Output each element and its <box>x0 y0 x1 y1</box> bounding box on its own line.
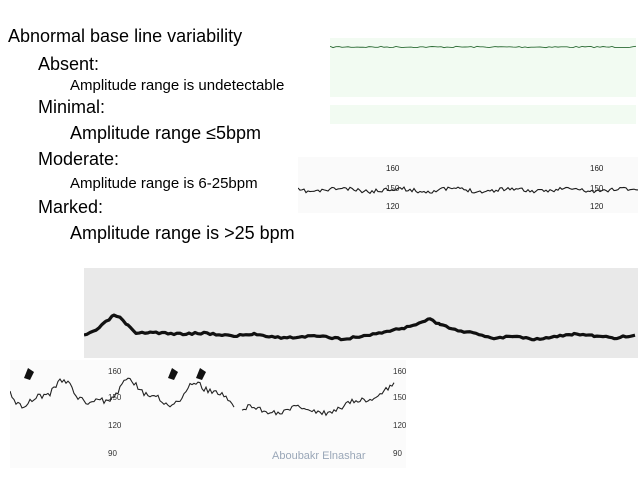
absent-strip-gap <box>330 97 636 105</box>
category-minimal-heading: Minimal: <box>38 97 106 117</box>
moderate-label-120b: 120 <box>590 202 604 211</box>
moderate-label-150b: 150 <box>590 184 604 193</box>
absent-grid-graphic <box>330 38 636 124</box>
marked-event-marker-icon-3 <box>196 368 206 380</box>
marked-strip-background <box>10 360 406 468</box>
moderate-variability-strip: 160 150 120 160 150 120 <box>298 157 638 213</box>
marked-label-120b: 120 <box>393 421 406 430</box>
category-marked-heading: Marked: <box>38 197 104 217</box>
marked-label-150b: 150 <box>393 393 406 402</box>
marked-label-150a: 150 <box>108 393 122 402</box>
category-minimal-description: Amplitude range ≤5bpm <box>70 123 261 143</box>
category-moderate-description: Amplitude range is 6-25bpm <box>70 175 258 192</box>
marked-label-160a: 160 <box>108 367 122 376</box>
moderate-label-160a: 160 <box>386 164 400 173</box>
marked-label-90b: 90 <box>393 449 402 458</box>
absent-fhr-trace <box>330 45 636 49</box>
moderate-fhr-trace <box>298 186 638 195</box>
minimal-strip-graphic <box>84 268 638 358</box>
marked-event-marker-icon-1 <box>24 368 34 380</box>
marked-label-120a: 120 <box>108 421 122 430</box>
category-moderate-heading: Moderate: <box>38 149 120 169</box>
moderate-strip-background <box>298 157 638 213</box>
category-marked-description: Amplitude range is >25 bpm <box>70 223 295 243</box>
minimal-strip-background <box>84 268 638 358</box>
marked-variability-strip: 160 150 120 90 160 150 120 90 <box>10 360 406 468</box>
absent-strip-background <box>330 38 636 124</box>
marked-label-160b: 160 <box>393 367 406 376</box>
moderate-label-160b: 160 <box>590 164 604 173</box>
author-credit: Aboubakr Elnashar <box>272 450 366 462</box>
absent-variability-strip <box>330 38 636 124</box>
marked-fhr-trace-right <box>241 382 395 417</box>
minimal-variability-strip <box>84 268 638 358</box>
slide-title: Abnormal base line variability <box>8 26 243 46</box>
minimal-fhr-trace <box>84 313 636 342</box>
marked-label-90a: 90 <box>108 449 117 458</box>
category-absent-heading: Absent: <box>38 54 100 74</box>
marked-fhr-trace-left <box>10 377 235 409</box>
moderate-label-120a: 120 <box>386 202 400 211</box>
marked-event-marker-icon-2 <box>168 368 178 380</box>
moderate-label-150a: 150 <box>386 184 400 193</box>
category-absent-description: Amplitude range is undetectable <box>70 77 285 94</box>
